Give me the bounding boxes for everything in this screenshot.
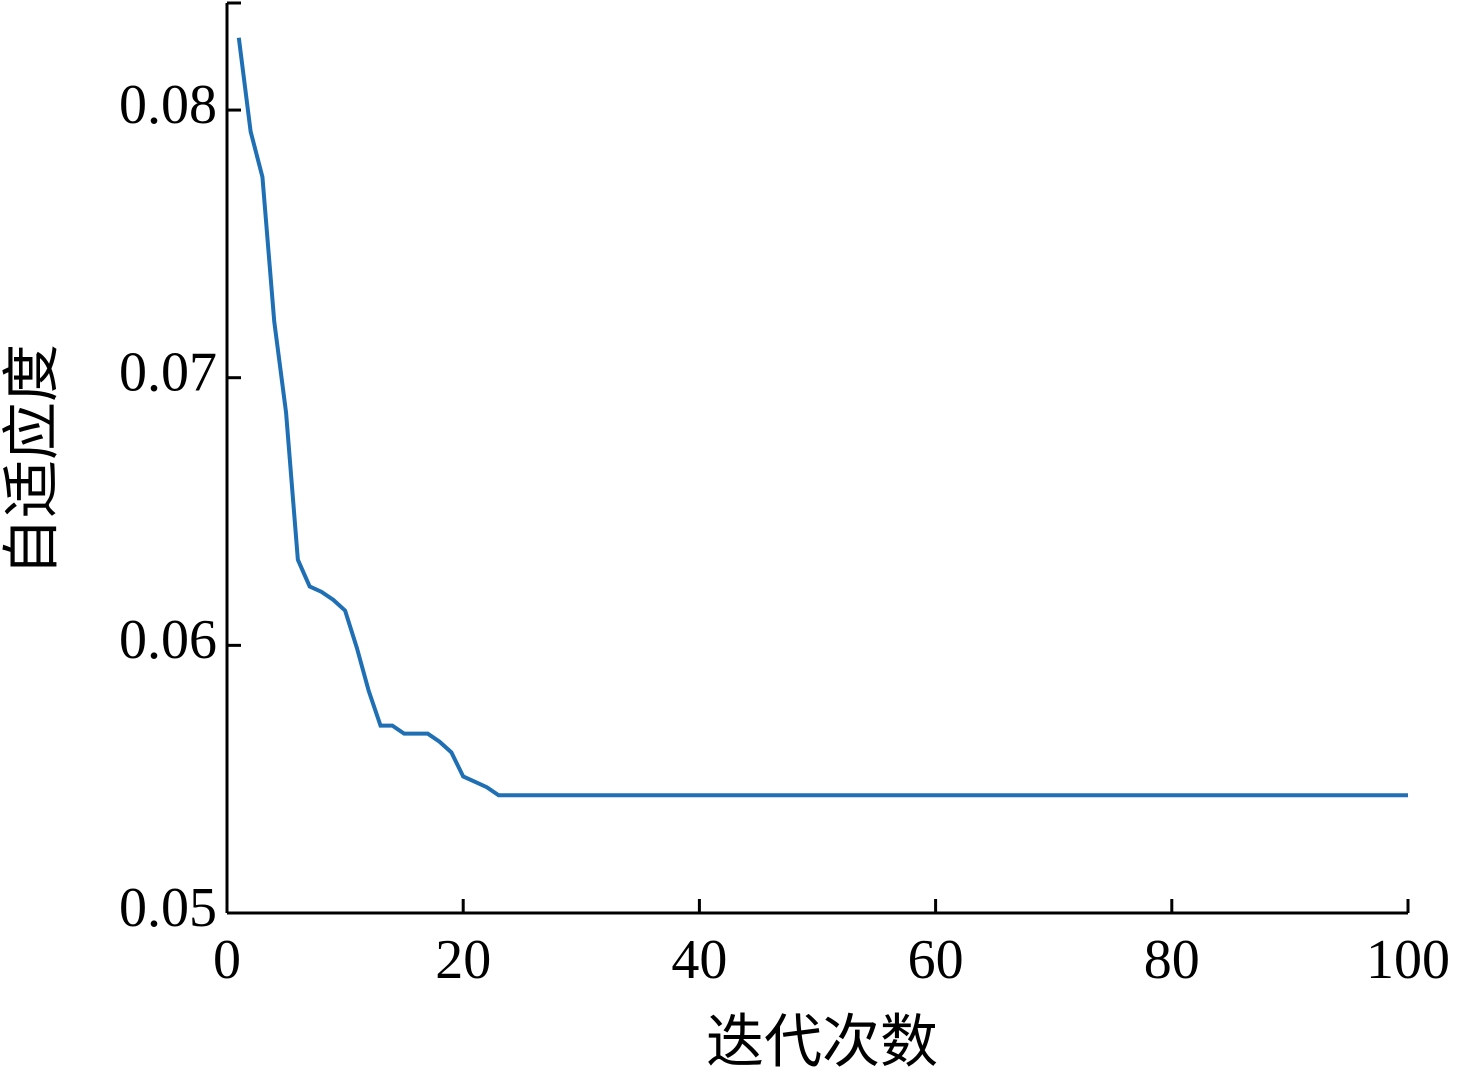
y-tick-label: 0.06: [119, 609, 217, 671]
y-axis-label: 自适应度: [0, 344, 64, 576]
x-tick-label: 60: [908, 929, 964, 991]
y-tick-label: 0.05: [119, 877, 217, 939]
x-tick-label: 40: [671, 929, 727, 991]
x-tick-label: 0: [213, 929, 241, 991]
x-axis-label: 迭代次数: [706, 1009, 938, 1074]
y-tick-label: 0.08: [119, 74, 217, 136]
x-tick-label: 20: [435, 929, 491, 991]
line-series: [236, 37, 1408, 798]
x-tick-label: 80: [1144, 929, 1200, 991]
y-tick-label: 0.07: [119, 342, 217, 404]
x-tick-label: 100: [1366, 929, 1450, 991]
